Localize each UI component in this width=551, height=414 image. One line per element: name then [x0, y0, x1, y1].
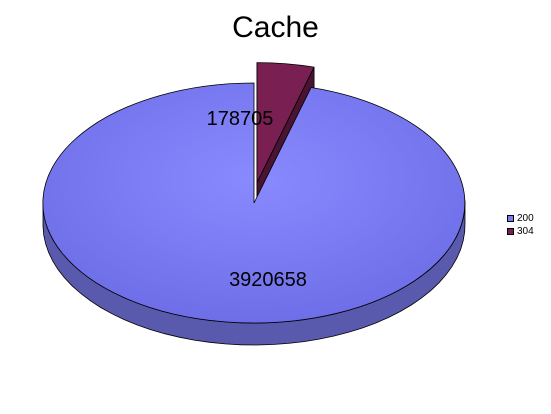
legend-item-304: 304: [507, 225, 543, 238]
data-label-304: 178705: [207, 108, 274, 130]
legend-swatch-304: [507, 228, 514, 235]
pie-slice-200: [42, 82, 466, 324]
legend-item-200: 200: [507, 212, 543, 225]
legend-label-304: 304: [517, 226, 534, 237]
legend-label-200: 200: [517, 213, 534, 224]
legend-swatch-200: [507, 215, 514, 222]
chart-legend: 200 304: [507, 212, 543, 238]
chart-title: Cache: [232, 11, 319, 44]
pie-slice-304: [256, 62, 315, 183]
data-label-200: 3920658: [229, 269, 307, 291]
